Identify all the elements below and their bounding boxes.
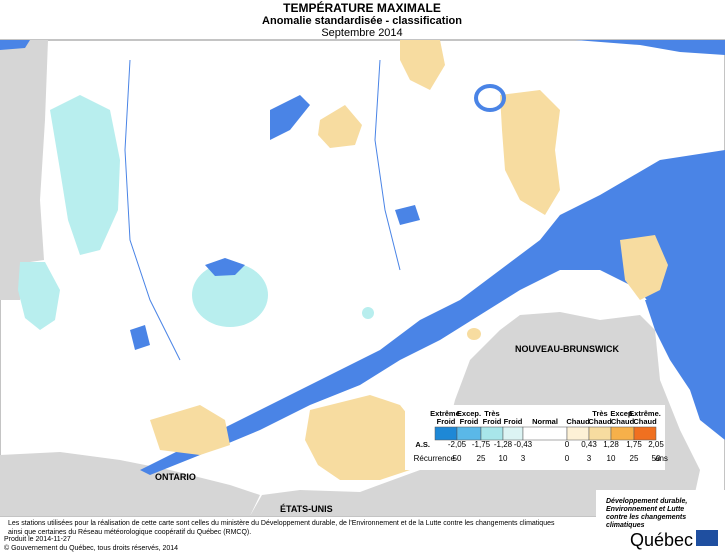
lake xyxy=(205,258,245,276)
title: TEMPÉRATURE MAXIMALE xyxy=(283,0,441,15)
legend-as-value: 1,28 xyxy=(603,440,619,449)
logo-flag xyxy=(696,530,718,546)
cold-patch xyxy=(192,263,268,327)
legend-swatch xyxy=(633,426,657,441)
legend-as-value: -1,28 xyxy=(494,440,513,449)
footer-note: ainsi que certaines du Réseau météorolog… xyxy=(8,529,251,536)
warm-patch xyxy=(318,105,362,148)
legend-class-label: Froid xyxy=(437,417,456,426)
period: Septembre 2014 xyxy=(321,27,402,39)
lake xyxy=(130,325,150,350)
map-label: NOUVEAU-BRUNSWICK xyxy=(515,344,619,354)
legend-recurrence-value: 10 xyxy=(499,454,508,463)
legend-recurrence-value: 10 xyxy=(607,454,616,463)
legend-class-label: Extrême. xyxy=(629,409,661,418)
legend-class-label: Froid xyxy=(483,417,502,426)
legend-as-value: -1,75 xyxy=(472,440,491,449)
legend-as-value: 0,43 xyxy=(581,440,597,449)
legend-swatch xyxy=(522,426,568,441)
logo-name: Québec xyxy=(630,530,693,550)
logo-text: contre les changements xyxy=(606,514,686,521)
legend-class-label: Très xyxy=(592,409,607,418)
subtitle: Anomalie standardisée - classification xyxy=(262,15,462,27)
legend-class-label: Normal xyxy=(532,417,558,426)
james-bay xyxy=(0,40,30,50)
river xyxy=(124,59,181,361)
logo: Développement durable, Environnement et … xyxy=(596,490,725,552)
legend-swatch xyxy=(588,426,612,441)
logo-text: Environnement et Lutte xyxy=(606,506,684,513)
legend-recurrence-value: 50 xyxy=(652,454,661,463)
footer: Les stations utilisées pour la réalisati… xyxy=(4,520,555,552)
lake xyxy=(395,205,420,225)
unit: ans xyxy=(655,454,668,463)
legend-class-label: Chaud xyxy=(588,417,612,426)
cold-patch xyxy=(18,262,60,330)
legend-as-value: 1,75 xyxy=(626,440,642,449)
legend-class-label: Froid xyxy=(460,417,479,426)
warm-patch xyxy=(400,40,445,90)
legend-class-label: Extrême. xyxy=(430,409,462,418)
cold-patch xyxy=(50,95,120,255)
footer-produced: Produit le 2014-11-27 xyxy=(4,536,71,543)
warm-patch xyxy=(620,235,668,300)
river xyxy=(374,59,401,271)
legend-swatch xyxy=(566,426,590,441)
footer-note: Les stations utilisées pour la réalisati… xyxy=(8,520,555,527)
legend-as-value: 0 xyxy=(565,440,570,449)
legend-swatch xyxy=(456,426,482,441)
legend-class-label: Très xyxy=(484,409,499,418)
legend-recurrence-value: 25 xyxy=(477,454,486,463)
legend-class-label: Excep. xyxy=(457,409,481,418)
logo-text: climatiques xyxy=(606,522,645,529)
logo-text: Développement durable, xyxy=(606,498,687,505)
map-label: ÉTATS-UNIS xyxy=(280,504,333,514)
legend-swatch xyxy=(434,426,458,441)
legend-class-label: Chaud xyxy=(611,417,635,426)
legend-as-value: 2,05 xyxy=(648,440,664,449)
bay xyxy=(575,40,725,55)
footer-copyright: © Gouvernement du Québec, tous droits ré… xyxy=(4,544,178,552)
map: NOUVEAU-BRUNSWICK ONTARIO ÉTATS-UNIS xyxy=(0,39,725,517)
warm-patch xyxy=(500,90,560,215)
legend-class-label: Excep. xyxy=(610,409,634,418)
recurrence-label: Récurrence xyxy=(414,454,456,463)
cold-patch xyxy=(362,307,374,319)
legend-recurrence-value: 50 xyxy=(453,454,462,463)
warm-patch xyxy=(150,405,230,455)
legend-as-value: -2,05 xyxy=(448,440,467,449)
legend-swatch xyxy=(502,426,524,441)
gulf xyxy=(645,300,725,440)
legend-swatch xyxy=(610,426,635,441)
st-lawrence xyxy=(140,150,725,475)
legend-recurrence-value: 0 xyxy=(565,454,570,463)
legend: A.S. Récurrence ans Extrême.FroidExcep.F… xyxy=(405,405,668,470)
legend-class-label: Froid xyxy=(504,417,523,426)
legend-class-label: Chaud xyxy=(633,417,657,426)
warm-patch xyxy=(467,328,481,340)
ontario-north xyxy=(0,40,48,300)
lake xyxy=(474,84,506,112)
legend-recurrence-value: 3 xyxy=(587,454,592,463)
legend-as-value: -0,43 xyxy=(514,440,533,449)
legend-swatch xyxy=(480,426,504,441)
legend-recurrence-value: 3 xyxy=(521,454,526,463)
lake xyxy=(270,95,310,140)
map-label: ONTARIO xyxy=(155,472,196,482)
warm-patch xyxy=(305,395,420,480)
legend-class-label: Chaud xyxy=(566,417,590,426)
ontario xyxy=(0,452,260,516)
legend-recurrence-value: 25 xyxy=(630,454,639,463)
as-label: A.S. xyxy=(415,440,430,449)
